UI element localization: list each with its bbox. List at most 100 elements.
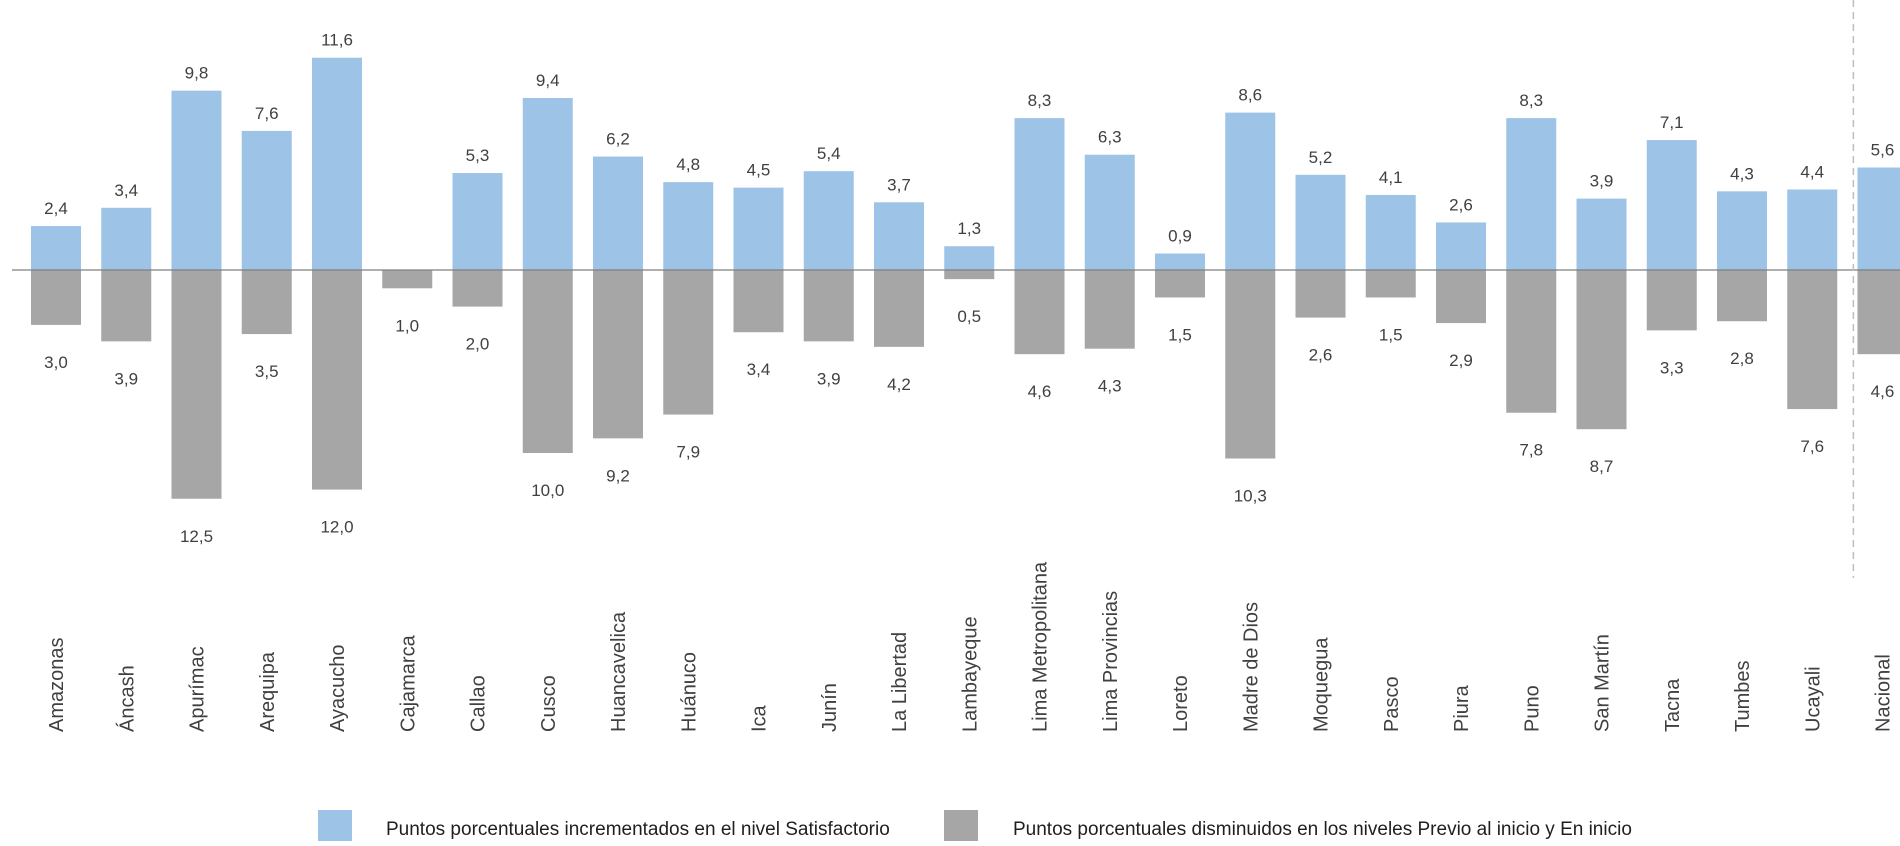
value-label-satisfactorio-puno: 8,3: [1519, 91, 1543, 110]
category-label-madre-de-dios: Madre de Dios: [1240, 602, 1262, 732]
value-label-satisfactorio-madre-de-dios: 8,6: [1238, 86, 1262, 105]
value-label-inicio-san-martin: 8,7: [1590, 457, 1614, 476]
bar-satisfactorio-huancavelica: [593, 157, 643, 270]
bar-satisfactorio-junin: [804, 171, 854, 270]
bar-satisfactorio-tacna: [1647, 140, 1697, 270]
bar-satisfactorio-cusco: [523, 98, 573, 270]
bar-inicio-junin: [804, 270, 854, 341]
value-label-satisfactorio-amazonas: 2,4: [44, 199, 68, 218]
value-label-satisfactorio-san-martin: 3,9: [1590, 172, 1614, 191]
value-label-inicio-ucayali: 7,6: [1800, 437, 1824, 456]
bar-satisfactorio-lima-metropolitana: [1015, 118, 1065, 270]
value-label-satisfactorio-lima-metropolitana: 8,3: [1028, 91, 1052, 110]
category-label-arequipa: Arequipa: [257, 651, 279, 732]
value-label-satisfactorio-ica: 4,5: [747, 161, 771, 180]
bar-satisfactorio-pasco: [1366, 195, 1416, 270]
category-label-callao: Callao: [468, 675, 490, 732]
value-label-inicio-moquegua: 2,6: [1309, 346, 1333, 365]
bar-satisfactorio-ucayali: [1787, 189, 1837, 270]
value-label-inicio-tacna: 3,3: [1660, 358, 1684, 377]
legend-label-satisfactorio: Puntos porcentuales incrementados en el …: [386, 819, 890, 840]
bar-satisfactorio-ica: [734, 188, 784, 270]
bar-inicio-huanuco: [663, 270, 713, 415]
value-label-satisfactorio-apurimac: 9,8: [185, 64, 209, 83]
bar-satisfactorio-loreto: [1155, 254, 1205, 270]
bar-satisfactorio-lima-provincias: [1085, 155, 1135, 270]
legend-swatch-inicio: [944, 810, 978, 841]
value-label-satisfactorio-tumbes: 4,3: [1730, 164, 1754, 183]
bar-inicio-piura: [1436, 270, 1486, 323]
bar-satisfactorio-arequipa: [242, 131, 292, 270]
category-label-ucayali: Ucayali: [1802, 666, 1824, 732]
category-label-junin: Junín: [819, 683, 841, 732]
bar-satisfactorio-san-martin: [1577, 199, 1627, 270]
bar-inicio-amazonas: [31, 270, 81, 325]
value-label-inicio-arequipa: 3,5: [255, 362, 279, 381]
value-label-inicio-lima-provincias: 4,3: [1098, 377, 1122, 396]
value-label-inicio-cusco: 10,0: [531, 481, 564, 500]
value-label-inicio-huanuco: 7,9: [676, 443, 700, 462]
category-label-huancavelica: Huancavelica: [608, 611, 630, 732]
bar-inicio-tumbes: [1717, 270, 1767, 321]
value-label-inicio-lambayeque: 0,5: [957, 307, 981, 326]
bar-inicio-arequipa: [242, 270, 292, 334]
bar-inicio-loreto: [1155, 270, 1205, 297]
bar-inicio-lima-metropolitana: [1015, 270, 1065, 354]
bar-inicio-cajamarca: [382, 270, 432, 288]
value-label-inicio-loreto: 1,5: [1168, 325, 1192, 344]
category-label-ica: Ica: [749, 704, 771, 732]
value-label-inicio-ica: 3,4: [747, 360, 771, 379]
value-label-inicio-piura: 2,9: [1449, 351, 1473, 370]
category-label-amazonas: Amazonas: [46, 638, 68, 733]
value-label-satisfactorio-moquegua: 5,2: [1309, 148, 1333, 167]
bar-inicio-cusco: [523, 270, 573, 453]
value-label-satisfactorio-cusco: 9,4: [536, 71, 560, 90]
value-label-satisfactorio-ancash: 3,4: [114, 181, 138, 200]
category-label-piura: Piura: [1451, 684, 1473, 732]
bar-inicio-ancash: [101, 270, 151, 341]
bar-satisfactorio-lambayeque: [944, 246, 994, 270]
value-label-inicio-la-libertad: 4,2: [887, 375, 911, 394]
value-label-inicio-madre-de-dios: 10,3: [1234, 486, 1267, 505]
bar-inicio-pasco: [1366, 270, 1416, 297]
bar-inicio-callao: [453, 270, 503, 307]
value-label-inicio-apurimac: 12,5: [180, 527, 213, 546]
bar-inicio-ica: [734, 270, 784, 332]
bar-inicio-apurimac: [172, 270, 222, 499]
bar-inicio-san-martin: [1577, 270, 1627, 429]
value-label-satisfactorio-tacna: 7,1: [1660, 113, 1684, 132]
category-label-nacional: Nacional: [1873, 654, 1895, 732]
value-label-inicio-amazonas: 3,0: [44, 353, 68, 372]
value-label-inicio-cajamarca: 1,0: [395, 316, 419, 335]
value-label-satisfactorio-junin: 5,4: [817, 144, 841, 163]
value-label-satisfactorio-huanuco: 4,8: [676, 155, 700, 174]
category-label-puno: Puno: [1521, 685, 1543, 732]
value-label-satisfactorio-piura: 2,6: [1449, 195, 1473, 214]
value-label-inicio-ayacucho: 12,0: [320, 518, 353, 537]
bar-inicio-la-libertad: [874, 270, 924, 347]
bar-satisfactorio-callao: [453, 173, 503, 270]
category-label-san-martin: San Martín: [1592, 634, 1614, 732]
category-label-huanuco: Huánuco: [678, 652, 700, 732]
value-label-satisfactorio-ucayali: 4,4: [1800, 162, 1824, 181]
category-label-tumbes: Tumbes: [1732, 660, 1754, 732]
value-label-satisfactorio-la-libertad: 3,7: [887, 175, 911, 194]
value-label-inicio-nacional: 4,6: [1871, 382, 1895, 401]
bar-satisfactorio-piura: [1436, 222, 1486, 270]
value-label-satisfactorio-pasco: 4,1: [1379, 168, 1403, 187]
category-label-lima-metropolitana: Lima Metropolitana: [1030, 561, 1052, 732]
category-label-lima-provincias: Lima Provincias: [1100, 591, 1122, 732]
bar-inicio-puno: [1506, 270, 1556, 413]
value-label-inicio-ancash: 3,9: [114, 369, 138, 388]
category-label-moquegua: Moquegua: [1311, 637, 1333, 732]
category-label-loreto: Loreto: [1170, 675, 1192, 732]
value-label-satisfactorio-nacional: 5,6: [1871, 141, 1895, 160]
category-label-ayacucho: Ayacucho: [327, 645, 349, 732]
value-label-inicio-junin: 3,9: [817, 369, 841, 388]
category-label-cusco: Cusco: [538, 675, 560, 732]
value-label-satisfactorio-ayacucho: 11,6: [321, 31, 353, 50]
bar-inicio-lima-provincias: [1085, 270, 1135, 349]
bar-inicio-huancavelica: [593, 270, 643, 438]
